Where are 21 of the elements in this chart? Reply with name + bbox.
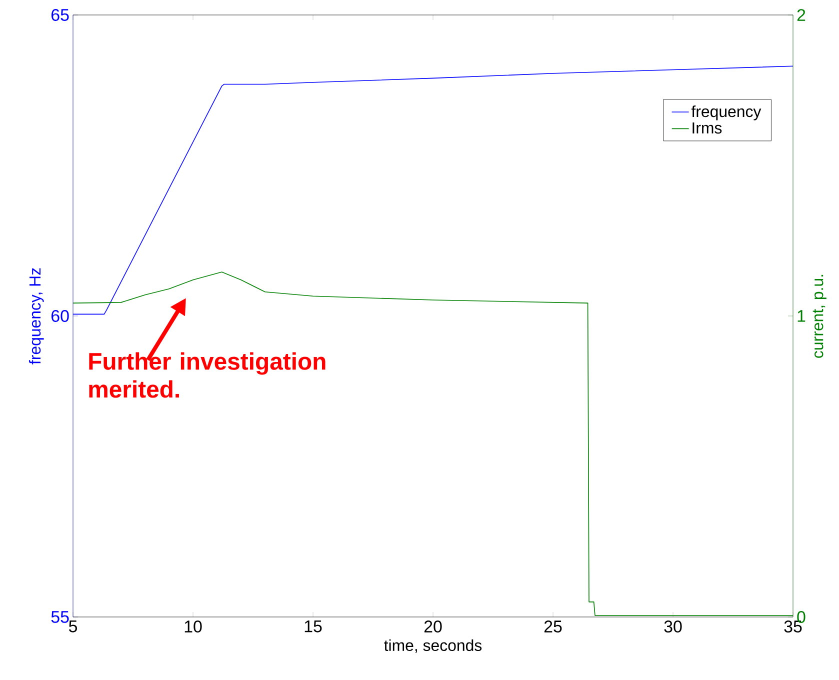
x-axis-title: time, seconds <box>384 639 482 653</box>
y2-tick-label: 0 <box>797 610 806 623</box>
y-tick-label: 60 <box>52 310 69 322</box>
line-series <box>73 272 794 616</box>
x-tick-label: 30 <box>664 620 682 633</box>
x-tick-label: 15 <box>304 620 322 632</box>
x-tick-label: 5 <box>68 620 77 632</box>
annotation: Further investigation merited. <box>89 352 326 398</box>
x-tick-label: 20 <box>424 620 442 633</box>
legend-label: Irms <box>692 122 722 134</box>
y-tick-label: 65 <box>52 8 69 21</box>
x-tick-label: 25 <box>544 620 562 633</box>
x-tick-label: 35 <box>784 620 802 633</box>
y2-tick-label: 1 <box>798 310 806 322</box>
y2-axis-title: current, p.u. <box>812 274 826 358</box>
y-axis-title: frequency, Hz <box>28 268 44 364</box>
legend-label: frequency <box>691 105 762 120</box>
y-tick-label: 55 <box>51 611 69 623</box>
line-series <box>73 66 794 315</box>
x-tick-label: 10 <box>184 620 202 633</box>
y2-tick-label: 2 <box>797 9 806 21</box>
